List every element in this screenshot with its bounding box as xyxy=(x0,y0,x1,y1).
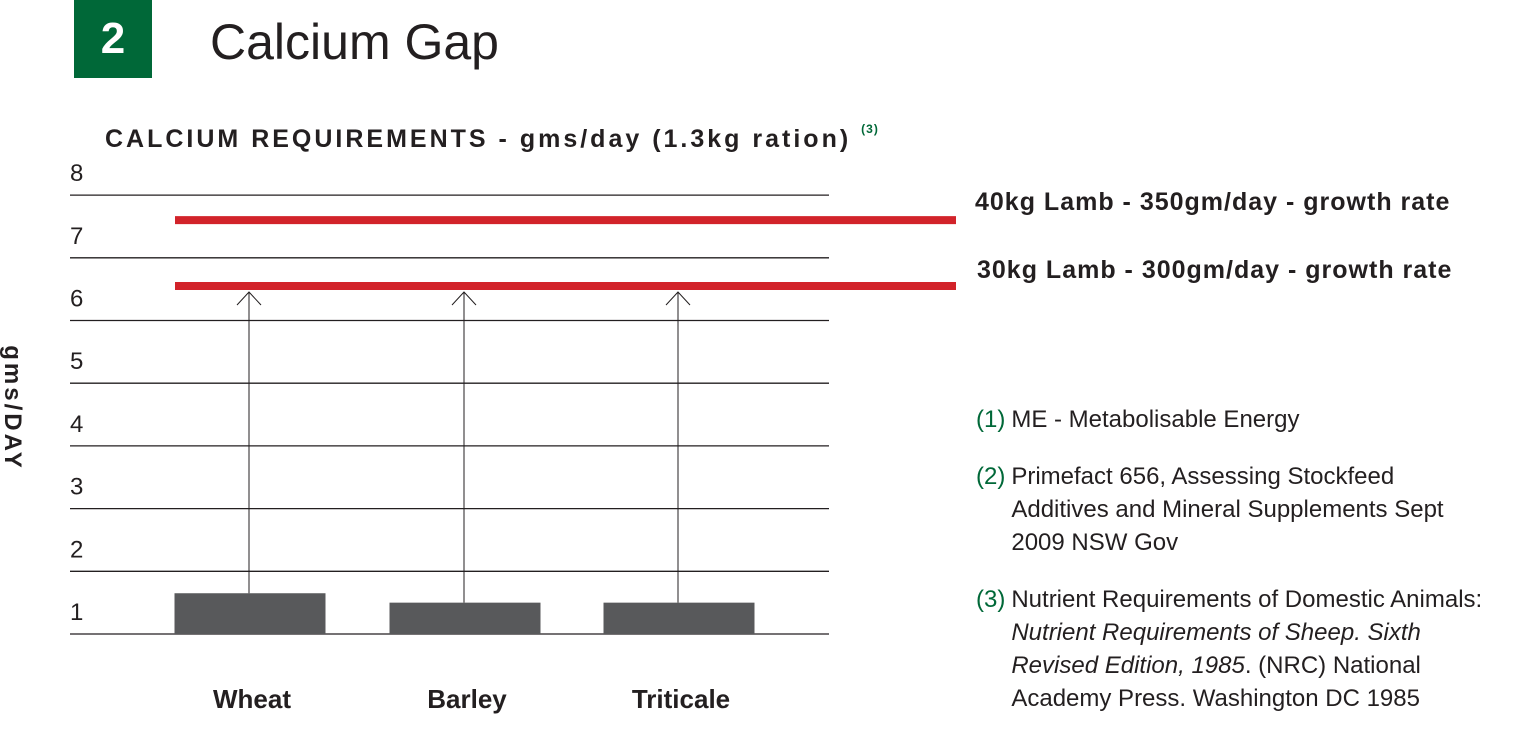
y-axis-ticks: 1 2 3 4 5 6 7 8 xyxy=(70,160,83,626)
footnote-2: (2) Primefact 656, Assessing Stockfeed A… xyxy=(976,460,1536,559)
chart-title-reference: (3) xyxy=(861,122,879,136)
footnote-number: (1) xyxy=(976,406,1006,433)
footnote-text-start: Nutrient Requirements of Domestic Animal… xyxy=(1011,586,1483,613)
section-number-badge: 2 xyxy=(74,0,152,78)
reference-label-30kg: 30kg Lamb - 300gm/day - growth rate xyxy=(977,256,1453,284)
y-tick-label: 7 xyxy=(70,223,83,250)
footnote-3: (3) Nutrient Requirements of Domestic An… xyxy=(976,583,1536,715)
gap-arrows xyxy=(236,291,691,603)
footnotes: (1) ME - Metabolisable Energy (2) Primef… xyxy=(976,403,1536,739)
bars xyxy=(174,593,755,634)
footnote-text-italic: Nutrient Requirements of Sheep. Sixth Re… xyxy=(1011,619,1421,679)
y-tick-label: 1 xyxy=(70,599,83,626)
footnote-text-end: . (NRC) National Academy Press. Washingt… xyxy=(1011,652,1421,712)
bar-wheat xyxy=(174,593,326,634)
footnote-text: ME - Metabolisable Energy xyxy=(1011,406,1300,433)
category-label: Triticale xyxy=(632,684,730,714)
footnote-text: Nutrient Requirements of Domestic Animal… xyxy=(1011,583,1482,715)
category-label: Barley xyxy=(427,684,507,714)
chart-title-text: CALCIUM REQUIREMENTS - gms/day (1.3kg ra… xyxy=(105,125,852,153)
y-tick-label: 6 xyxy=(70,286,83,313)
y-tick-label: 4 xyxy=(70,411,83,438)
y-tick-label: 8 xyxy=(70,160,83,187)
footnote-1: (1) ME - Metabolisable Energy xyxy=(976,403,1536,436)
calcium-chart: 1 2 3 4 5 6 7 8 Wheat Barley Triticale xyxy=(70,160,956,714)
footnote-number: (2) xyxy=(976,463,1006,490)
gap-arrow-head xyxy=(451,291,477,306)
y-tick-label: 2 xyxy=(70,536,83,563)
category-label: Wheat xyxy=(213,684,291,714)
gap-arrow-head xyxy=(236,291,262,306)
y-tick-label: 5 xyxy=(70,348,83,375)
reference-label-40kg: 40kg Lamb - 350gm/day - growth rate xyxy=(975,188,1451,216)
x-axis-categories: Wheat Barley Triticale xyxy=(213,684,730,714)
grid-lines xyxy=(70,194,829,635)
chart-title: CALCIUM REQUIREMENTS - gms/day (1.3kg ra… xyxy=(105,122,879,154)
bar-barley xyxy=(389,602,541,634)
footnote-text: Primefact 656, Assessing Stockfeed Addit… xyxy=(1011,463,1444,556)
gap-arrow-head xyxy=(665,291,691,306)
footnote-number: (3) xyxy=(976,586,1006,613)
y-tick-label: 3 xyxy=(70,474,83,501)
page-title: Calcium Gap xyxy=(210,14,499,70)
reference-lines xyxy=(175,216,956,291)
bar-triticale xyxy=(603,602,755,634)
